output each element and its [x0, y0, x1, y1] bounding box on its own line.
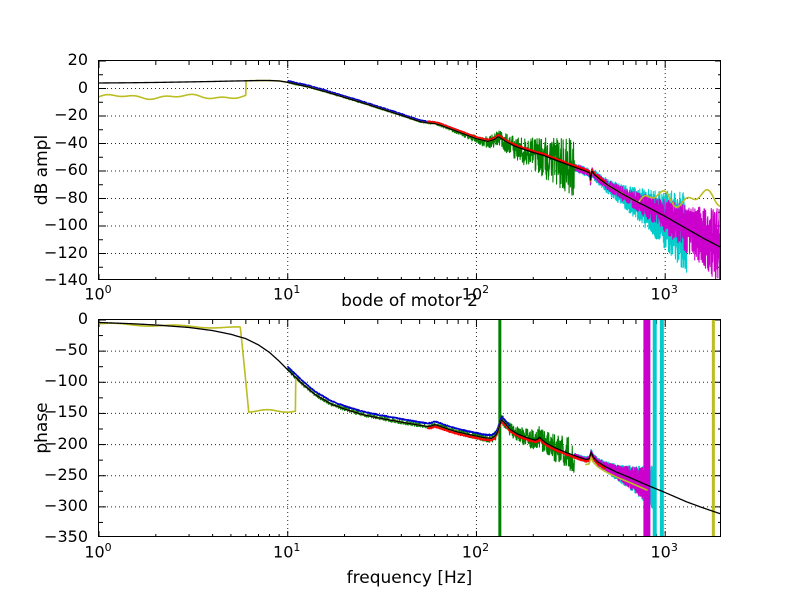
phase-x-tick: 102 — [461, 541, 490, 562]
magnitude-axes[interactable] — [98, 60, 721, 280]
phase-y-tick: −150 — [44, 402, 88, 422]
phase-y-tick: −250 — [44, 464, 88, 484]
phase-series-olive-hf — [585, 456, 648, 491]
magnitude-x-tick: 103 — [650, 283, 678, 304]
phase-y-tick: −200 — [44, 433, 88, 453]
phase-series-magenta — [573, 449, 649, 502]
magnitude-y-tick: −40 — [54, 132, 88, 152]
phase-y-tick: 0 — [77, 309, 88, 328]
magnitude-y-tick: −100 — [44, 215, 88, 234]
phase-y-tick: −300 — [44, 495, 88, 515]
phase-x-axis-label: frequency [Hz] — [346, 568, 473, 588]
magnitude-y-tick: −20 — [54, 105, 88, 124]
figure-title: bode of motor 2 — [341, 291, 478, 311]
phase-y-tick: −50 — [54, 340, 88, 360]
magnitude-y-tick: −60 — [54, 160, 88, 179]
phase-x-tick: 103 — [650, 541, 678, 562]
phase-series-model — [99, 321, 720, 515]
phase-x-tick: 100 — [84, 541, 112, 562]
phase-series-olive — [99, 322, 511, 440]
magnitude-series-red — [426, 120, 606, 183]
magnitude-series-green — [287, 81, 575, 196]
magnitude-x-tick: 100 — [84, 283, 112, 304]
phase-y-tick: −350 — [44, 527, 88, 546]
magnitude-x-tick: 101 — [273, 283, 301, 304]
magnitude-y-tick: −120 — [44, 242, 88, 262]
magnitude-y-tick: 20 — [67, 50, 88, 69]
phase-y-tick: −100 — [44, 371, 88, 391]
phase-x-tick: 101 — [273, 541, 301, 562]
phase-series-blue — [287, 366, 511, 437]
magnitude-y-tick: −80 — [54, 187, 88, 207]
magnitude-y-tick: 0 — [77, 77, 88, 97]
magnitude-x-tick: 102 — [461, 283, 490, 304]
magnitude-y-tick: −140 — [44, 270, 88, 289]
phase-axes[interactable] — [98, 319, 721, 537]
magnitude-series-magenta — [573, 164, 720, 279]
magnitude-series-olive — [99, 79, 511, 145]
phase-series-green — [287, 368, 575, 473]
phase-series-red — [426, 420, 606, 470]
magnitude-series-model — [99, 79, 720, 248]
